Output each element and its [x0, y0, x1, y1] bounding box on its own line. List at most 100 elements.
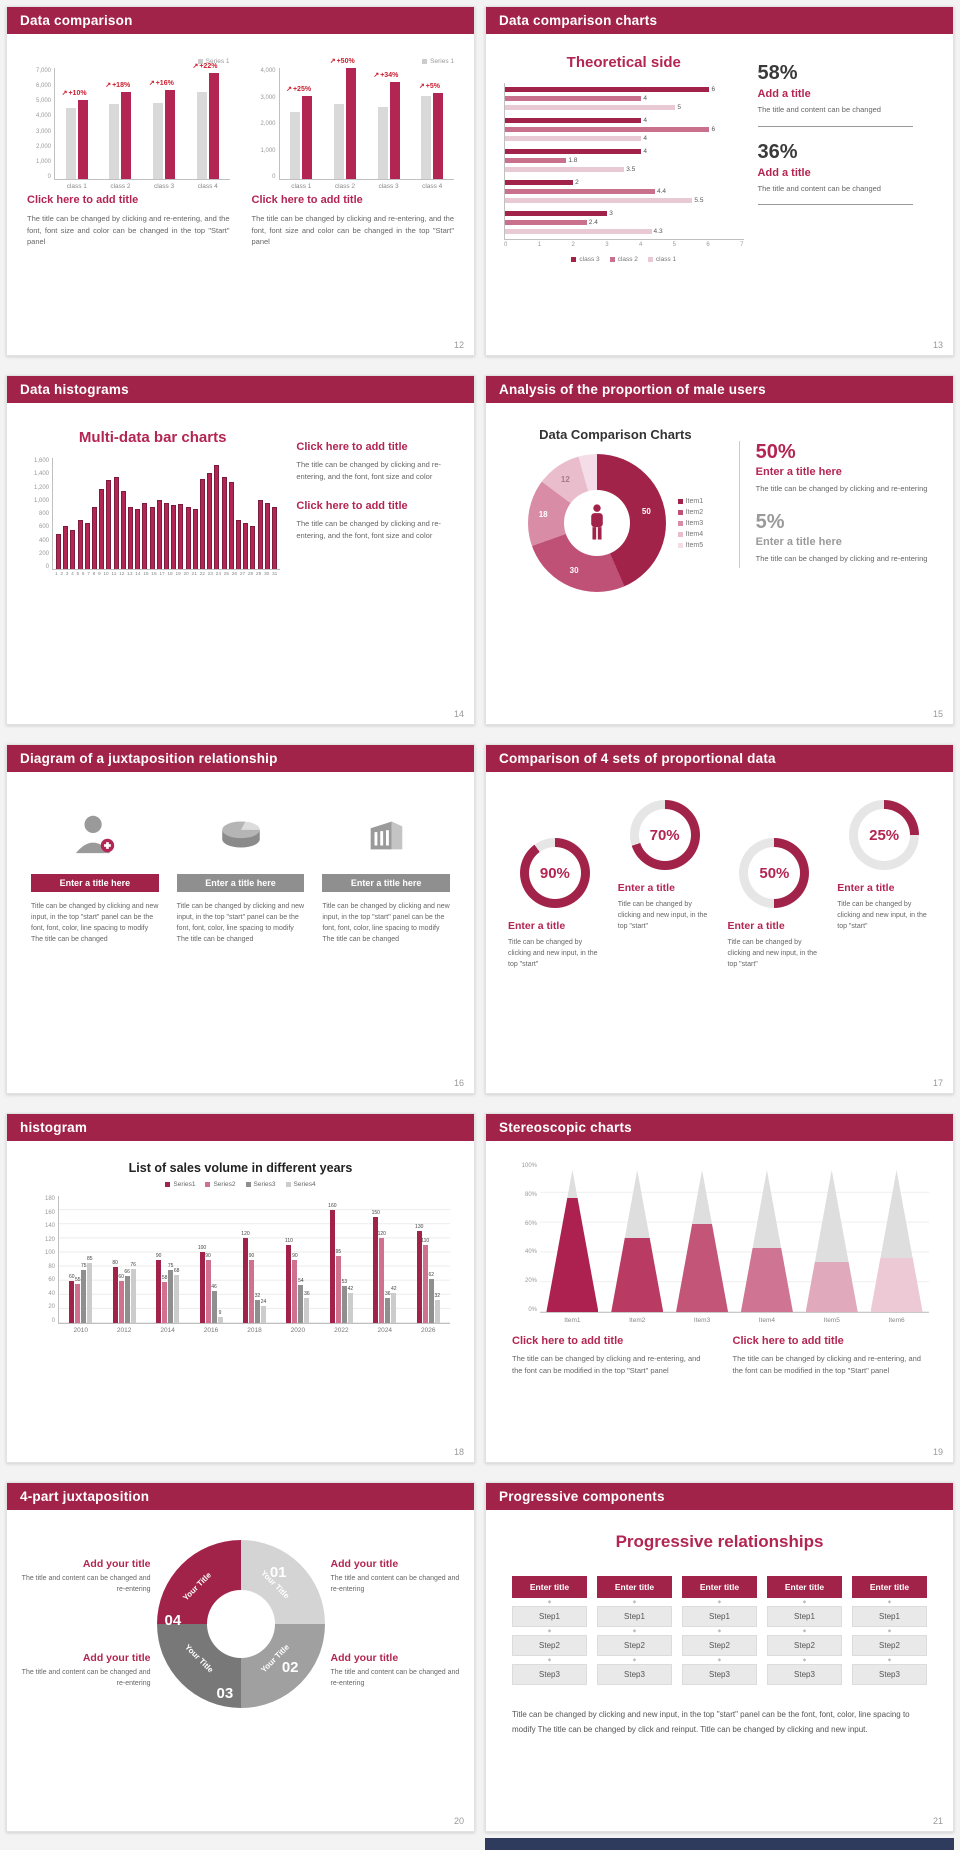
plot-area: ↗+25% class 1 ↗+50% class 2 ↗+34% class 3 ↗+5%… — [278, 58, 454, 190]
page-number: 13 — [932, 340, 943, 350]
cone-chart: 100% 80% 60% 40% 20% 0% Item1 Item2 Item3 Item4 It… — [510, 1163, 929, 1324]
axis-tick: 26 — [231, 572, 238, 577]
axis-tick: 7 — [87, 572, 90, 577]
chart-title: Data Comparison Charts — [539, 427, 692, 442]
stats-column: 50% Enter a title here The title can be … — [750, 427, 937, 580]
slide-title: Comparison of 4 sets of proportional dat… — [499, 751, 776, 766]
slide-proportional-data[interactable]: Comparison of 4 sets of proportional dat… — [485, 744, 954, 1094]
axis-tick: 21 — [191, 572, 197, 577]
slide-title: Stereoscopic charts — [499, 1120, 632, 1135]
legend-label: Item3 — [685, 519, 704, 527]
bar — [302, 95, 313, 179]
y-axis: 7,000 6,000 5,000 4,000 3,000 2,000 1,000 0 — [27, 68, 54, 180]
axis-tick: 800 — [38, 511, 49, 517]
item-body: Title can be changed by clicking and new… — [176, 903, 305, 943]
value-label: 150 — [371, 1210, 380, 1217]
axis-tick: 0 — [504, 242, 508, 248]
slide-data-comparison-charts[interactable]: Data comparison charts Theoretical side … — [485, 6, 954, 356]
separator-dot: ◆ — [632, 1657, 637, 1662]
axis-tick: 4,000 — [35, 113, 51, 120]
up-arrow-icon: ↗ — [61, 89, 68, 97]
block-title: Click here to add title — [512, 1335, 624, 1347]
legend-swatch — [205, 1182, 211, 1187]
bar — [272, 506, 278, 569]
bar — [292, 1259, 298, 1323]
category-label: 2024 — [377, 1327, 393, 1334]
plot-area: 6 4 5 4 6 4 4 1.8 3.5 2 4.4 5.5 3 2.4 4.3 — [504, 83, 744, 240]
legend-swatch — [165, 1182, 171, 1187]
bar-group: 150 120 36 42 2024 — [370, 1196, 400, 1334]
axis-tick: 4 — [71, 572, 74, 577]
ring-gauge: 25% — [849, 800, 920, 870]
stat-body: The title can be changed by clicking and… — [755, 553, 928, 563]
slide-body: Add your title The title and content can… — [7, 1510, 474, 1708]
step-item: Step2 — [767, 1635, 842, 1656]
bar — [505, 228, 652, 235]
stat-block: 58% Add a title The title and content ca… — [757, 62, 913, 127]
bar-group: 4 6 4 — [505, 117, 744, 142]
text-column: Add your title The title and content can… — [21, 1558, 151, 1689]
bar — [389, 81, 400, 179]
slide-4-part-juxtaposition[interactable]: 4-part juxtaposition Add your title The … — [6, 1482, 475, 1832]
chart-legend: Series 1 — [252, 58, 454, 65]
slide-male-users-analysis[interactable]: Analysis of the proportion of male users… — [485, 375, 954, 725]
axis-tick: 400 — [38, 537, 49, 544]
axis-tick: 0 — [51, 1317, 55, 1324]
axis-tick: 30 — [263, 572, 270, 577]
legend-label: class 2 — [617, 256, 638, 263]
axis-tick: 27 — [239, 572, 246, 577]
text-block: Click here to add title The title can be… — [296, 441, 456, 482]
text-blocks: Click here to add title The title can be… — [510, 1329, 929, 1376]
page-number: 15 — [932, 709, 943, 719]
separator-dot: ◆ — [887, 1657, 892, 1662]
slide-histogram[interactable]: histogram List of sales volume in differ… — [6, 1113, 475, 1463]
legend-item: Series1 — [165, 1181, 195, 1188]
slide-data-comparison[interactable]: Data comparison Series 1 7,000 6,000 5,000 4… — [6, 6, 475, 356]
slide-body: 100% 80% 60% 40% 20% 0% Item1 Item2 Item3 Item4 It… — [486, 1141, 953, 1376]
chart-title: List of sales volume in different years — [128, 1161, 353, 1175]
slide-header: Comparison of 4 sets of proportional dat… — [486, 745, 953, 772]
legend-swatch — [197, 59, 203, 64]
bar-group: ↗+18% class 2 — [103, 68, 137, 190]
slide-juxtapos-relationship[interactable]: Diagram of a juxtaposition relationship … — [6, 744, 475, 1094]
legend-swatch — [677, 542, 683, 548]
bar — [421, 95, 432, 179]
bar — [63, 526, 69, 569]
value-label: 62 — [428, 1272, 434, 1279]
axis-tick: 2 — [60, 572, 64, 577]
slide-stereoscopic-charts[interactable]: Stereoscopic charts 100% 80% 60% 40% 20% 0% It… — [485, 1113, 954, 1463]
section-title: Progressive relationships — [615, 1532, 824, 1551]
circular-4-segment-diagram: 01 02 03 04 Your Title Your Title Your T… — [156, 1540, 325, 1708]
enter-title-button: Enter title — [852, 1576, 927, 1598]
title-banner: Enter a title here — [322, 874, 451, 892]
slide-body: Progressive relationships Enter title ◆ St… — [486, 1510, 953, 1737]
stat-body: The title can be changed by clicking and… — [755, 484, 928, 493]
stat-block: 50% Enter a title here The title can be … — [756, 441, 937, 495]
value-label: 32 — [254, 1293, 261, 1300]
slide-body: Theoretical side 6 4 5 4 6 4 4 1.8 3.5 2 4.4 5.5 3 2.… — [486, 34, 953, 263]
separator-dot: ◆ — [632, 1628, 637, 1633]
bar — [178, 503, 184, 569]
value-label: 42 — [347, 1286, 354, 1293]
horizontal-bar-chart: 6 4 5 4 6 4 4 1.8 3.5 2 4.4 5.5 3 2.4 4.3 0 1 2 3 4 5 6 7 class… — [504, 83, 744, 263]
category-label: 2020 — [290, 1327, 306, 1334]
segment-label: 30 — [569, 566, 579, 576]
step-item: Step2 — [852, 1635, 927, 1656]
corner-block: Add your title The title and content can… — [21, 1652, 151, 1690]
slide-data-histograms[interactable]: Data histograms Multi-data bar charts 1,… — [6, 375, 475, 725]
axis-tick: 200 — [38, 550, 49, 557]
bar — [162, 1282, 168, 1323]
slide-progressive-components[interactable]: Progressive components Progressive relat… — [485, 1482, 954, 1832]
bar — [505, 117, 642, 124]
value-label: 66 — [124, 1269, 130, 1276]
bar-group: 3 2.4 4.3 — [505, 210, 744, 235]
value-label: 55 — [74, 1277, 81, 1284]
slide-title: Diagram of a juxtaposition relationship — [20, 751, 278, 766]
separator-dot: ◆ — [887, 1599, 892, 1604]
bar — [211, 1290, 217, 1323]
text-block: Click here to add title The title can be… — [296, 500, 456, 541]
slide-title: Data comparison charts — [499, 13, 658, 28]
bar — [290, 112, 301, 179]
axis-tick: 160 — [44, 1209, 55, 1216]
bar — [171, 505, 177, 569]
